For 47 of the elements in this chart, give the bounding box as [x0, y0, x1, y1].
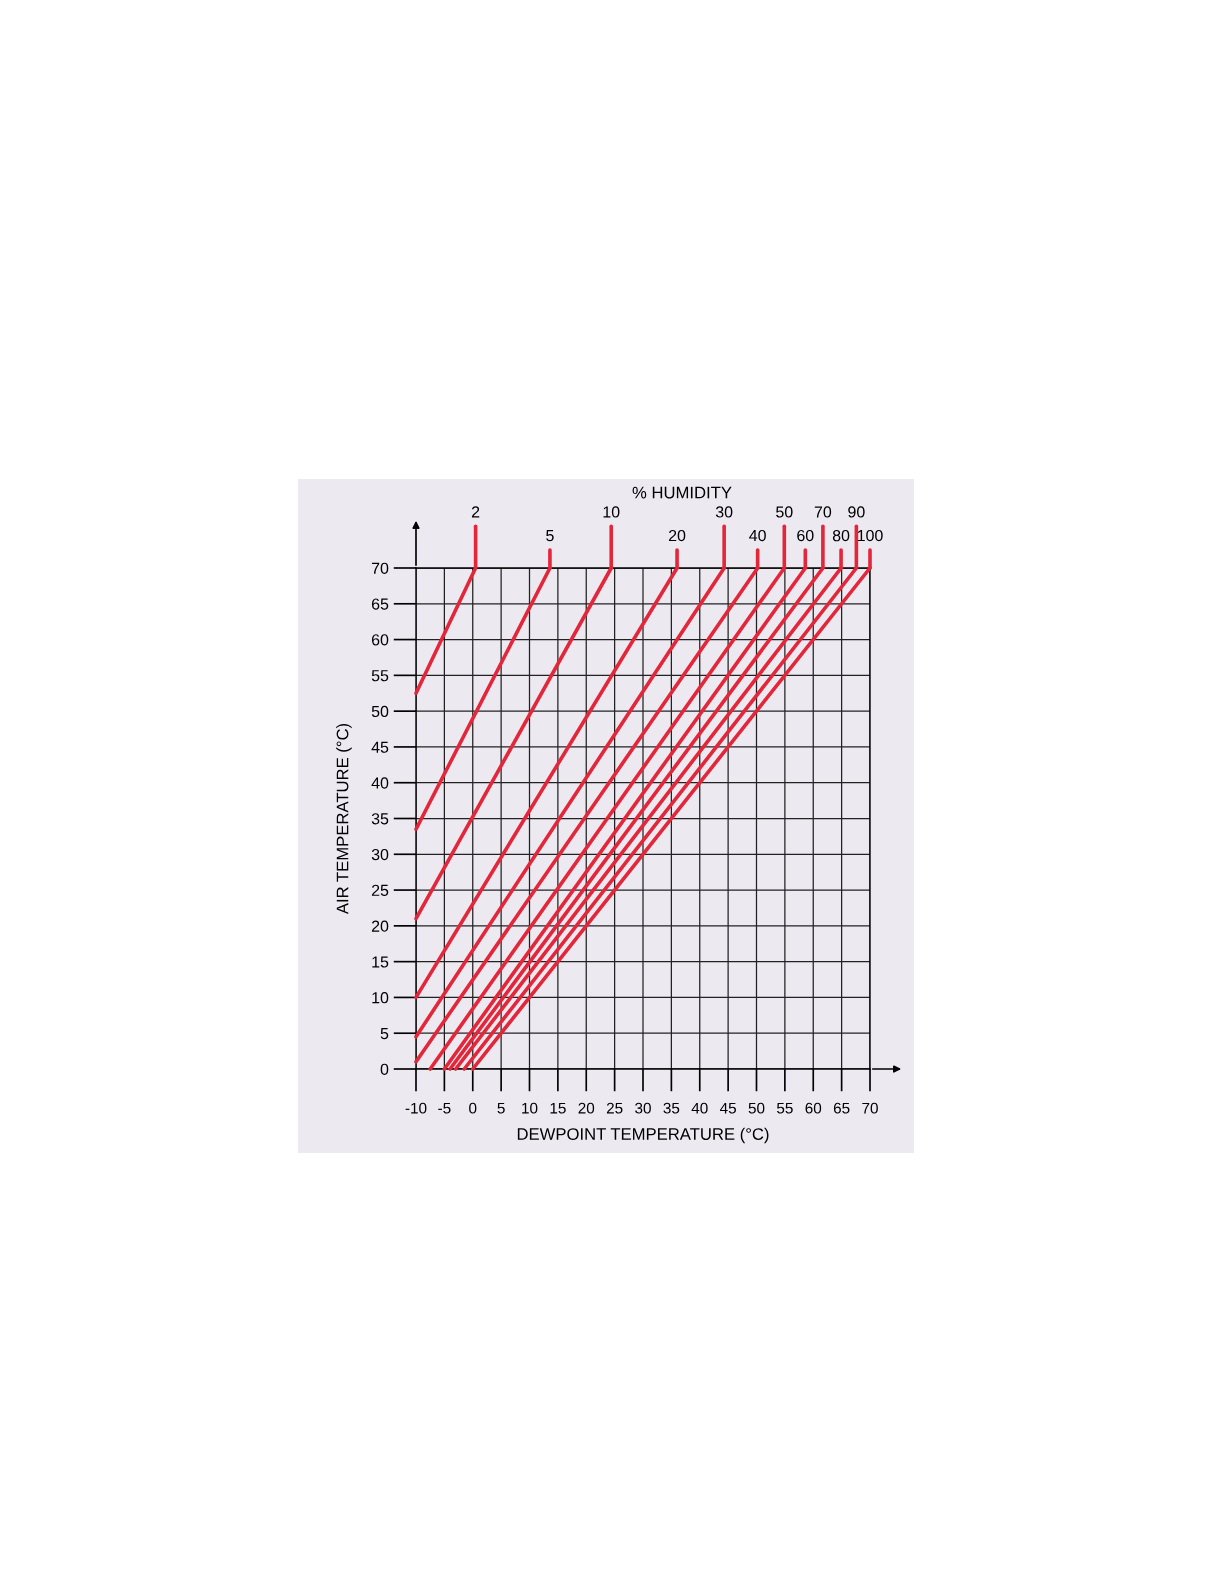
series-label: 100	[857, 529, 883, 542]
y-tick-label: 35	[371, 813, 389, 825]
series-label: 40	[749, 529, 766, 542]
y-tick-label: 70	[371, 562, 389, 574]
y-axis-title: AIR TEMPERATURE (°C)	[336, 723, 352, 915]
text: 10	[603, 506, 620, 518]
text: 30	[715, 506, 733, 518]
text: 2	[471, 506, 480, 518]
y-tick-label: 45	[371, 741, 389, 753]
x-tick-label: 0	[469, 1102, 477, 1114]
x-tick-label: 50	[748, 1102, 765, 1114]
y-tick-label: 15	[372, 956, 389, 968]
x-tick-label: 10	[522, 1102, 538, 1114]
text: 90	[848, 506, 865, 518]
text: 70	[814, 506, 832, 518]
series-label: 60	[797, 529, 814, 542]
x-tick-label: 55	[776, 1102, 793, 1114]
series-label: 80	[832, 529, 850, 542]
series-label: 5	[546, 530, 554, 542]
x-tick-label: 25	[606, 1102, 623, 1114]
text: 50	[776, 506, 793, 518]
x-tick-label: 35	[663, 1102, 680, 1114]
y-tick-label: 0	[380, 1063, 389, 1075]
x-tick-label: 45	[719, 1102, 736, 1114]
y-tick-label: 55	[371, 670, 389, 682]
y-tick-label: 20	[371, 920, 389, 932]
y-tick-label: 40	[371, 777, 389, 789]
y-tick-label: 30	[371, 848, 389, 861]
x-tick-label: 60	[805, 1102, 822, 1114]
x-tick-label: 20	[578, 1102, 595, 1114]
x-axis-title: DEWPOINT TEMPERATURE (°C)	[517, 1127, 769, 1144]
x-tick-label: -5	[438, 1102, 451, 1114]
x-tick-label: 15	[550, 1102, 566, 1114]
x-tick-label: 70	[862, 1102, 878, 1114]
x-tick-label: -10	[405, 1102, 427, 1114]
series-label: 20	[668, 529, 686, 542]
y-tick-label: 60	[371, 634, 389, 646]
y-tick-label: 65	[371, 598, 389, 610]
y-tick-label: 50	[371, 705, 389, 718]
x-tick-label: 40	[691, 1102, 708, 1114]
y-tick-label: 10	[372, 992, 389, 1004]
x-tick-label: 65	[833, 1102, 850, 1114]
x-tick-label: 30	[635, 1102, 651, 1114]
chart-title: % HUMIDITY	[632, 486, 732, 499]
y-tick-label: 5	[380, 1028, 389, 1040]
x-tick-label: 5	[497, 1102, 505, 1114]
y-tick-label: 25	[371, 884, 389, 897]
